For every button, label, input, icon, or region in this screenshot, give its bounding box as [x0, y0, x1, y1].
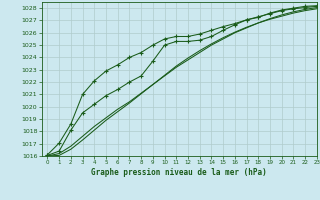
X-axis label: Graphe pression niveau de la mer (hPa): Graphe pression niveau de la mer (hPa) [91, 168, 267, 177]
